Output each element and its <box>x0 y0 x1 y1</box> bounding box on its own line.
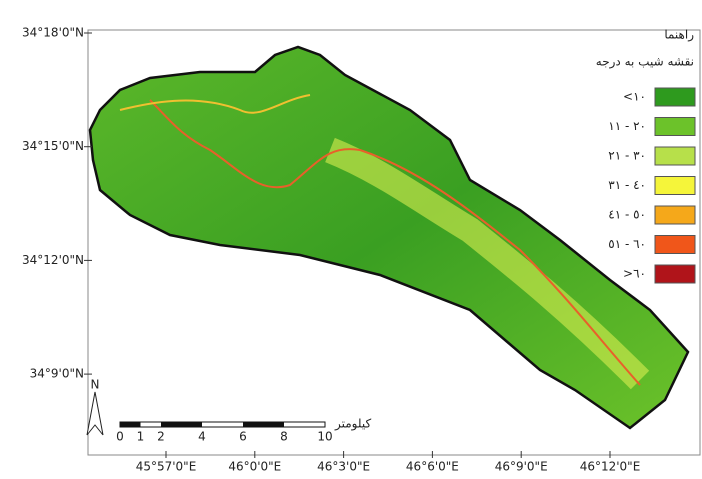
lon-label: 46°9'0"E <box>495 460 548 474</box>
scale-label: 2 <box>157 430 165 444</box>
lon-label: 45°57'0"E <box>136 460 197 474</box>
scale-label: 4 <box>198 430 206 444</box>
north-label: N <box>91 378 100 392</box>
scale-segment <box>161 422 202 427</box>
scale-label: 10 <box>317 430 332 444</box>
legend-label: ٣٠ - ٢١ <box>608 149 646 163</box>
scale-bar <box>120 422 325 427</box>
scale-unit: کیلومتر <box>334 417 371 432</box>
lon-label: 46°6'0"E <box>406 460 459 474</box>
legend-swatch <box>655 206 695 224</box>
lon-label: 46°0'0"E <box>228 460 281 474</box>
legend-swatch <box>655 177 695 195</box>
legend-title: راهنما <box>664 28 694 43</box>
lat-label: 34°12'0"N <box>22 253 84 267</box>
scale-label: 0 <box>116 430 124 444</box>
lat-label: 34°9'0"N <box>30 367 84 381</box>
map: راهنما نقشه شیب به درجه N 34°18'0"N 34°15… <box>0 0 702 479</box>
lat-label: 34°18'0"N <box>22 26 84 40</box>
legend-label: ٥٠ - ٤١ <box>608 208 646 222</box>
legend-swatch <box>655 88 695 106</box>
legend-subtitle: نقشه شیب به درجه <box>596 55 694 70</box>
legend-label: ٤٠ - ٣١ <box>608 178 646 192</box>
scale-segment <box>120 422 141 427</box>
lon-label: 46°3'0"E <box>317 460 370 474</box>
lat-label: 34°15'0"N <box>22 139 84 153</box>
legend-label: ٢٠ - ١١ <box>608 119 646 133</box>
legend-label: >٦٠ <box>623 267 646 281</box>
lon-label: 46°12'0"E <box>580 460 641 474</box>
scale-label: 8 <box>280 430 288 444</box>
legend-swatch <box>655 265 695 283</box>
legend-label: ٦٠ - ٥١ <box>608 237 646 251</box>
legend-swatch <box>655 236 695 254</box>
scale-segment <box>243 422 284 427</box>
legend-swatch <box>655 118 695 136</box>
scale-label: 6 <box>239 430 247 444</box>
scale-label: 1 <box>137 430 145 444</box>
legend-swatch <box>655 147 695 165</box>
legend-label: <١٠ <box>623 90 646 104</box>
